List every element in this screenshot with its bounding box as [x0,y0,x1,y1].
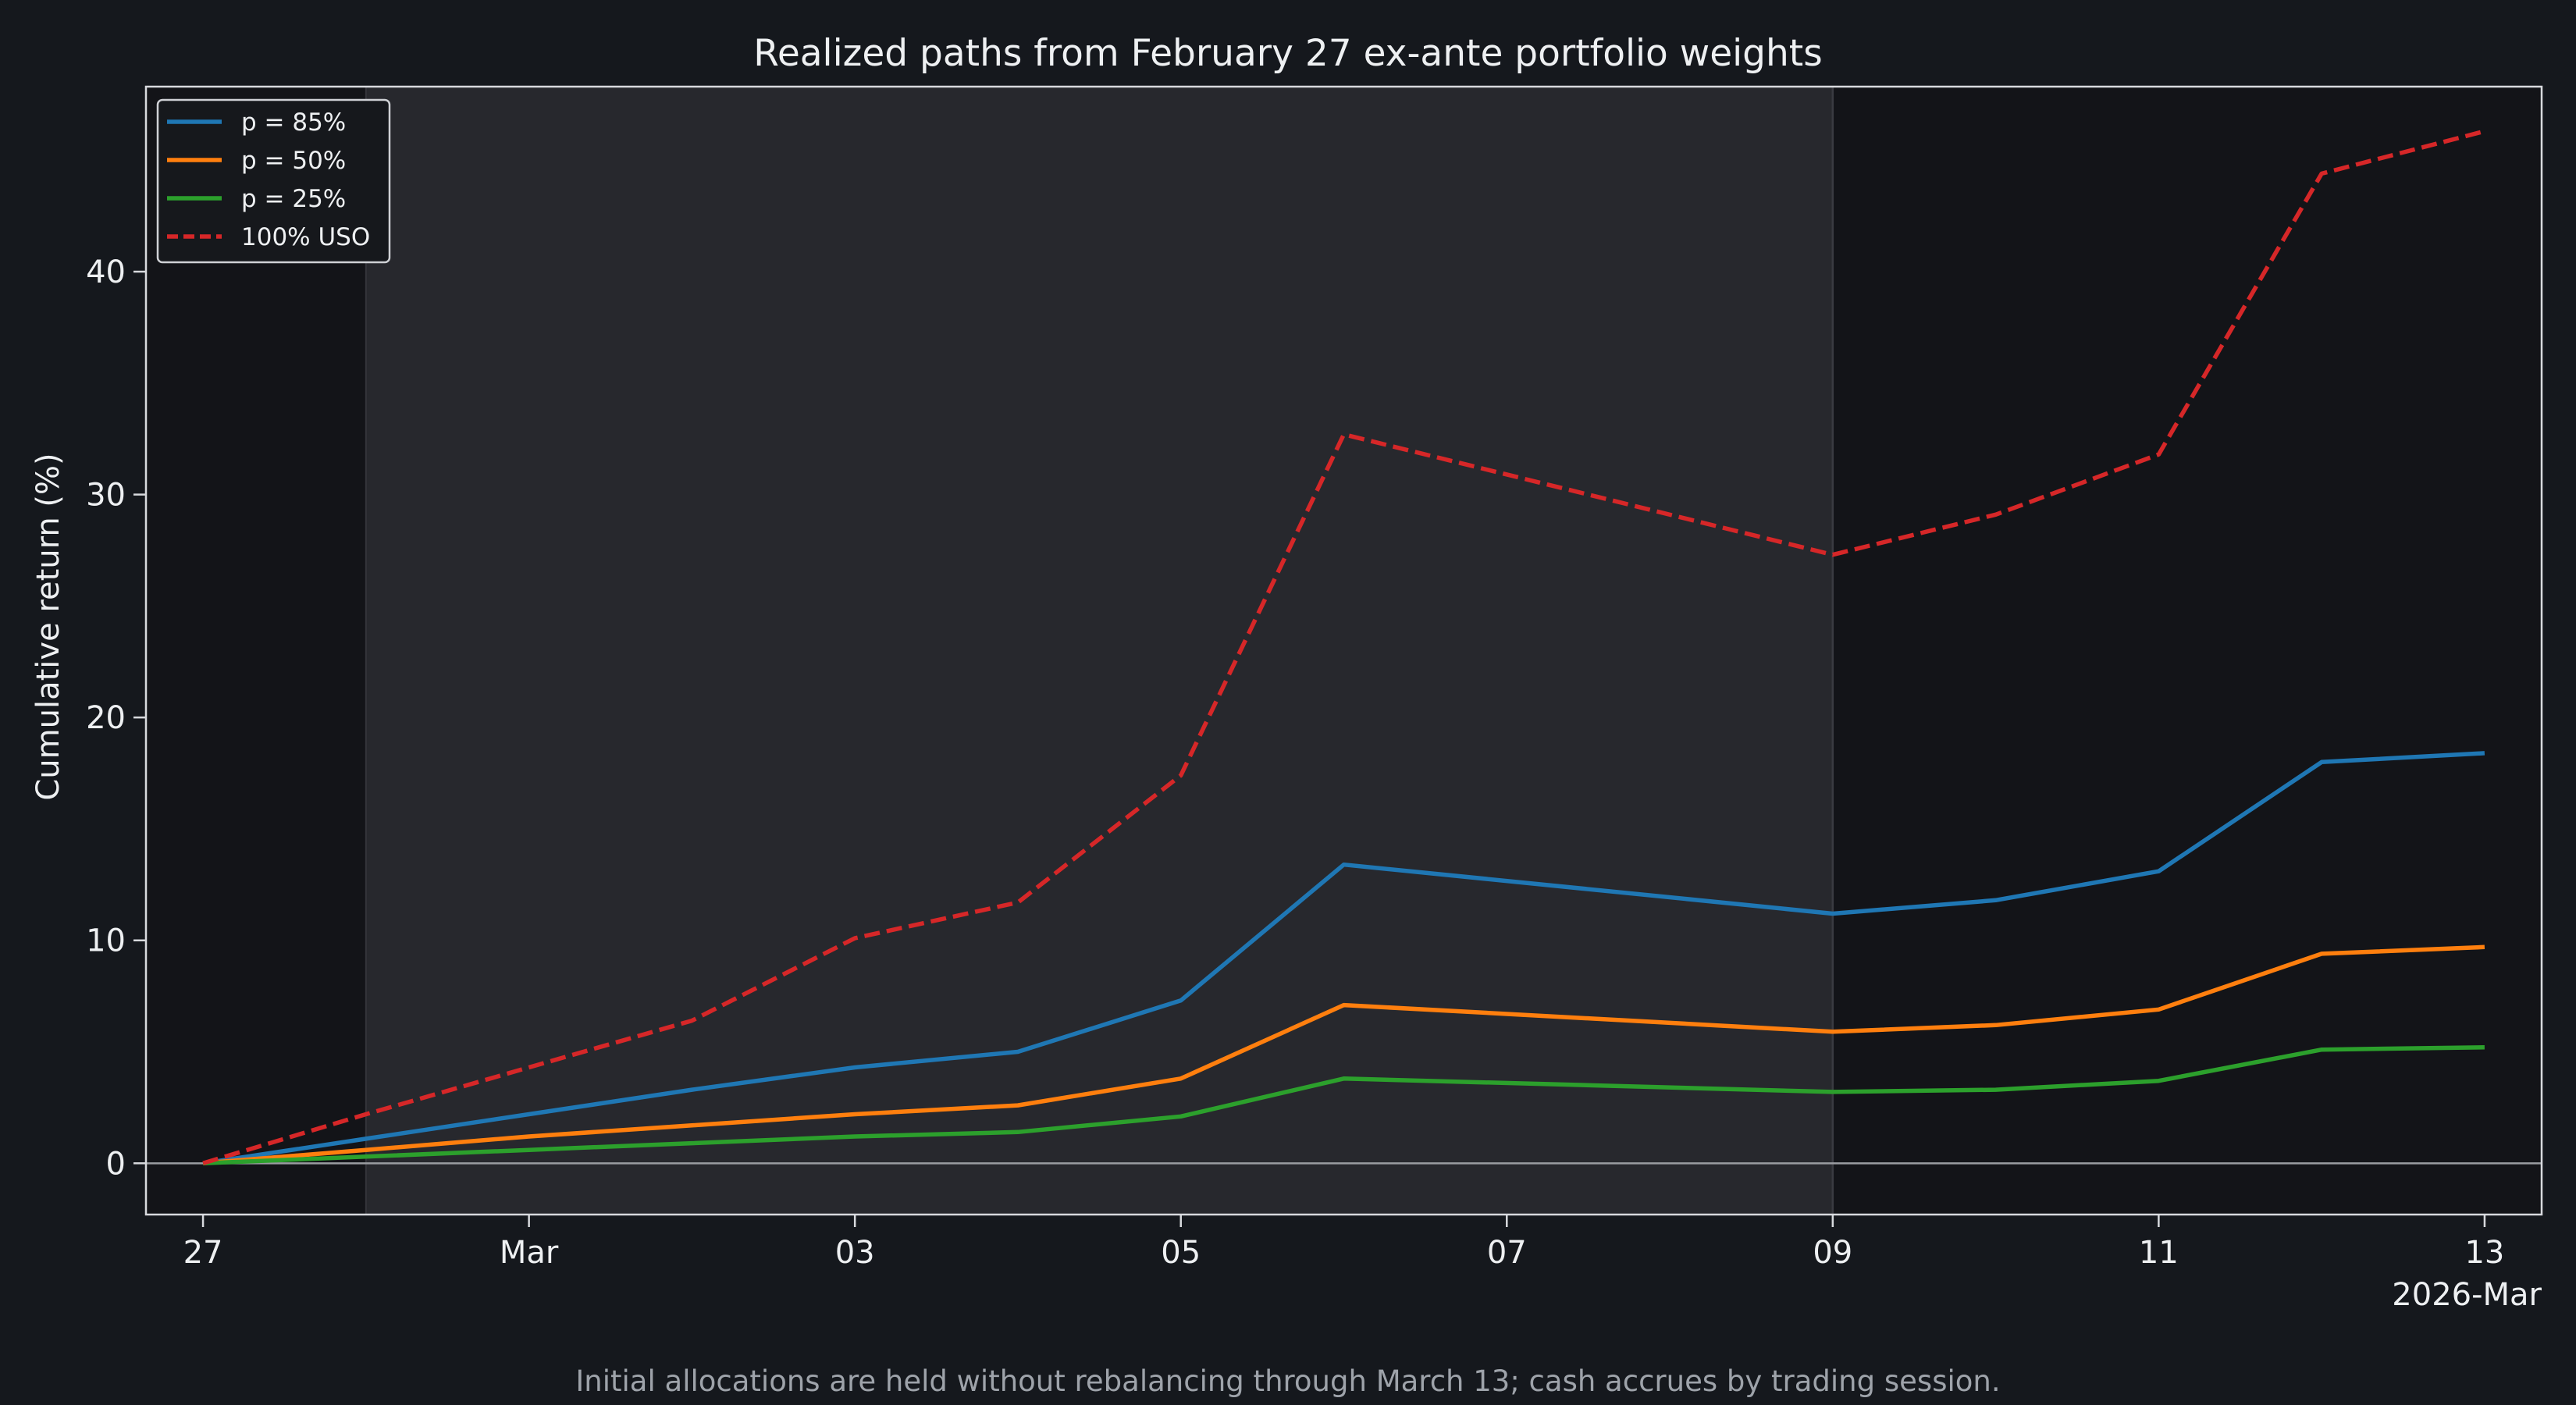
series-line-p-25- [202,1045,2485,1166]
y-tick-label: 20 [86,700,126,736]
legend-label: p = 50% [241,147,346,175]
footnote: Initial allocations are held without reb… [575,1364,2000,1398]
shaded-region [365,87,1833,1215]
legend-label: 100% USO [241,223,370,251]
x-tick-label: 05 [1161,1235,1201,1271]
plot-frame [144,85,2543,1216]
legend-label: p = 85% [241,108,346,137]
legend: p = 85% p = 50% p = 25% 100% USO [156,98,391,264]
x-tick-label: Mar [500,1235,559,1271]
series-lines [202,129,2485,1166]
x-tick-label: 03 [835,1235,875,1271]
x-tick-label: 13 [2464,1235,2504,1271]
chart-title: Realized paths from February 27 ex-ante … [753,32,1822,75]
y-axis-label: Cumulative return (%) [30,453,66,800]
y-tick-label: 30 [86,478,126,514]
plot-area [146,87,2542,1215]
x-tick-label: 09 [1813,1235,1852,1271]
x-tick-label: 11 [2139,1235,2179,1271]
y-tick-label: 10 [86,923,126,959]
series-line-100-uso [202,129,2485,1165]
series-line-p-50- [202,944,2485,1166]
x-tick-label: 27 [183,1235,223,1271]
series-line-p-85- [202,751,2485,1166]
legend-label: p = 25% [241,185,346,213]
y-tick-label: 0 [106,1146,126,1182]
x-axis: 27 Mar 03 05 07 09 11 13 [183,1215,2504,1271]
x-tick-label: 07 [1487,1235,1527,1271]
x-offset-label: 2026-Mar [2392,1277,2542,1313]
y-axis: 0 10 20 30 40 [86,254,146,1182]
legend-box [156,98,391,264]
y-tick-label: 40 [86,254,126,290]
